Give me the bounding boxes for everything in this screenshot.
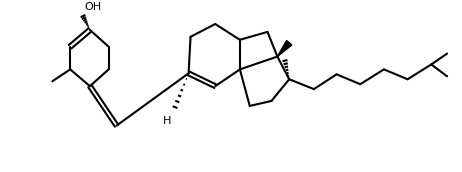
Text: OH: OH: [84, 2, 101, 12]
Text: H: H: [163, 116, 171, 126]
Polygon shape: [277, 40, 292, 57]
